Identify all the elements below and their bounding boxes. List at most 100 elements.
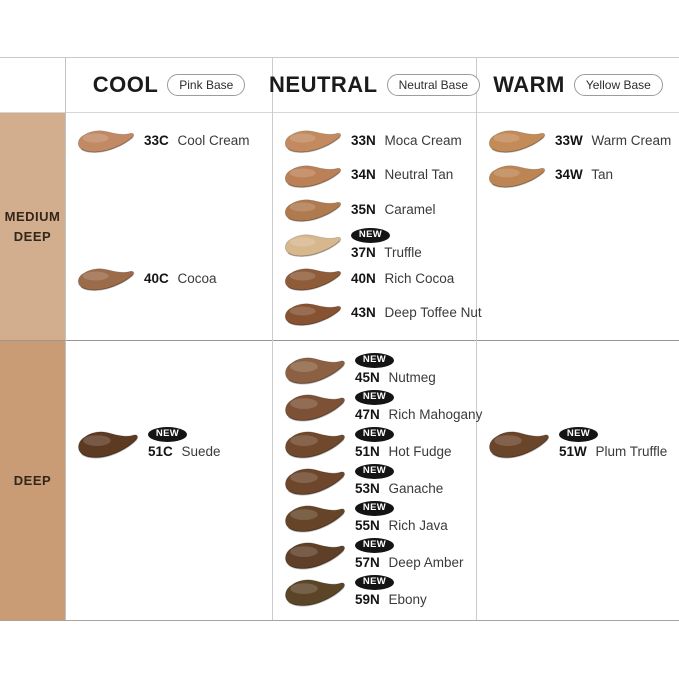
shade-swatch [77,130,135,153]
shade-entry: 33N Moca Cream [282,124,462,156]
shade-entry: NEW 45N Nutmeg [282,350,436,387]
shade-code: 34W [555,167,583,182]
grid-line-bottom [0,620,679,621]
shade-swatch [78,430,138,459]
cell-deep-warm: NEW 51W Plum Truffle [486,340,679,620]
shade-swatch [488,130,546,153]
shade-swatch [285,467,345,496]
shade-swatch [285,393,345,422]
shade-entry: NEW 55N Rich Java [282,498,448,535]
new-badge: NEW [355,426,394,442]
shade-code: 51C [148,443,173,459]
shade-code: 40C [144,270,169,286]
shade-code: 45N [355,369,380,385]
shade-entry: NEW 51W Plum Truffle [486,424,667,461]
shade-name: Tan [587,167,614,182]
shade-name: Ganache [384,480,444,496]
shade-code: 33C [144,132,169,148]
grid-line-row-divider [0,340,679,341]
shade-swatch [284,164,342,188]
shade-name: Moca Cream [380,132,462,148]
cell-deep-neutral: NEW 45N Nutmeg NEW 47N Rich Mahogany NEW… [282,340,482,620]
shade-name: Ebony [384,591,427,607]
grid-line-col-1 [272,57,273,620]
shade-swatch [284,130,342,153]
shade-swatch [285,504,345,533]
shade-entry: NEW 37N Truffle [282,227,422,260]
shade-entry: NEW 53N Ganache [282,461,443,498]
shade-entry: 35N Caramel [282,193,436,225]
shade-name: Rich Java [384,517,448,533]
shade-name: Hot Fudge [384,443,452,459]
shade-code: 55N [355,517,380,533]
shade-swatch [285,356,345,385]
shade-code: 34N [351,167,376,182]
grid-line-header-bottom [0,112,679,113]
new-badge: NEW [351,227,390,243]
shade-name: Nutmeg [384,369,436,385]
shade-entry: 40N Rich Cocoa [282,262,454,294]
shade-entry: 34N Neutral Tan [282,159,453,191]
shade-entry: NEW 57N Deep Amber [282,535,464,572]
new-badge: NEW [355,537,394,553]
shade-code: 33N [351,132,376,148]
shade-code: 37N [351,244,376,260]
shade-swatch [285,578,345,607]
shade-swatch [285,430,345,459]
shade-swatch [284,268,342,291]
shade-swatch [488,164,546,188]
shade-swatch [284,233,342,257]
cell-medium-deep-neutral: 33N Moca Cream 34N Neutral Tan 35N Caram… [282,112,482,340]
shade-code: 53N [355,480,380,496]
column-header-warm: WARM Yellow Base [477,57,679,112]
new-badge: NEW [148,426,187,442]
shade-code: 47N [355,406,380,422]
column-title-neutral: NEUTRAL [269,71,378,97]
shade-entry: 33W Warm Cream [486,124,671,156]
shade-code: 57N [355,554,380,570]
shade-name: Cool Cream [173,132,250,148]
shade-name: Warm Cream [587,132,672,148]
base-pill-yellow: Yellow Base [573,73,663,96]
new-badge: NEW [355,500,394,516]
shade-code: 59N [355,591,380,607]
shade-swatch [284,302,342,326]
column-title-cool: COOL [92,71,159,97]
new-badge: NEW [355,574,394,590]
shade-code: 43N [351,305,376,320]
shade-code: 35N [351,201,376,217]
new-badge: NEW [355,389,394,405]
shade-swatch [284,199,342,222]
cell-medium-deep-cool: 33C Cool Cream 40C Cocoa [75,112,272,340]
new-badge: NEW [559,426,598,442]
base-pill-neutral: Neutral Base [386,73,480,96]
shade-entry: NEW 51C Suede [75,424,221,461]
shade-entry: NEW 47N Rich Mahogany [282,387,482,424]
shade-entry: NEW 59N Ebony [282,572,427,609]
shade-name: Neutral Tan [380,167,454,182]
shade-name: Caramel [380,201,436,217]
column-header-neutral: NEUTRAL Neutral Base [269,57,480,112]
shade-name: Truffle [380,244,422,260]
row-label-medium-deep: MEDIUM DEEP [0,113,65,340]
cell-deep-cool: NEW 51C Suede [75,340,272,620]
column-title-warm: WARM [493,71,565,97]
shade-swatch [77,268,135,291]
new-badge: NEW [355,352,394,368]
shade-name: Rich Cocoa [380,270,455,286]
column-header-cool: COOL Pink Base [66,57,272,112]
shade-code: 51N [355,443,380,459]
row-label-deep: DEEP [0,341,65,620]
shade-swatch [285,541,345,570]
grid-line-label-col [65,57,66,620]
shade-code: 33W [555,132,583,148]
shade-entry: 43N Deep Toffee Nut [282,297,482,329]
shade-code: 51W [559,443,587,459]
shade-entry: 33C Cool Cream [75,124,250,156]
shade-name: Rich Mahogany [384,406,483,422]
new-badge: NEW [355,463,394,479]
shade-entry: 40C Cocoa [75,262,217,294]
shade-entry: NEW 51N Hot Fudge [282,424,452,461]
grid-line-col-2 [476,57,477,620]
